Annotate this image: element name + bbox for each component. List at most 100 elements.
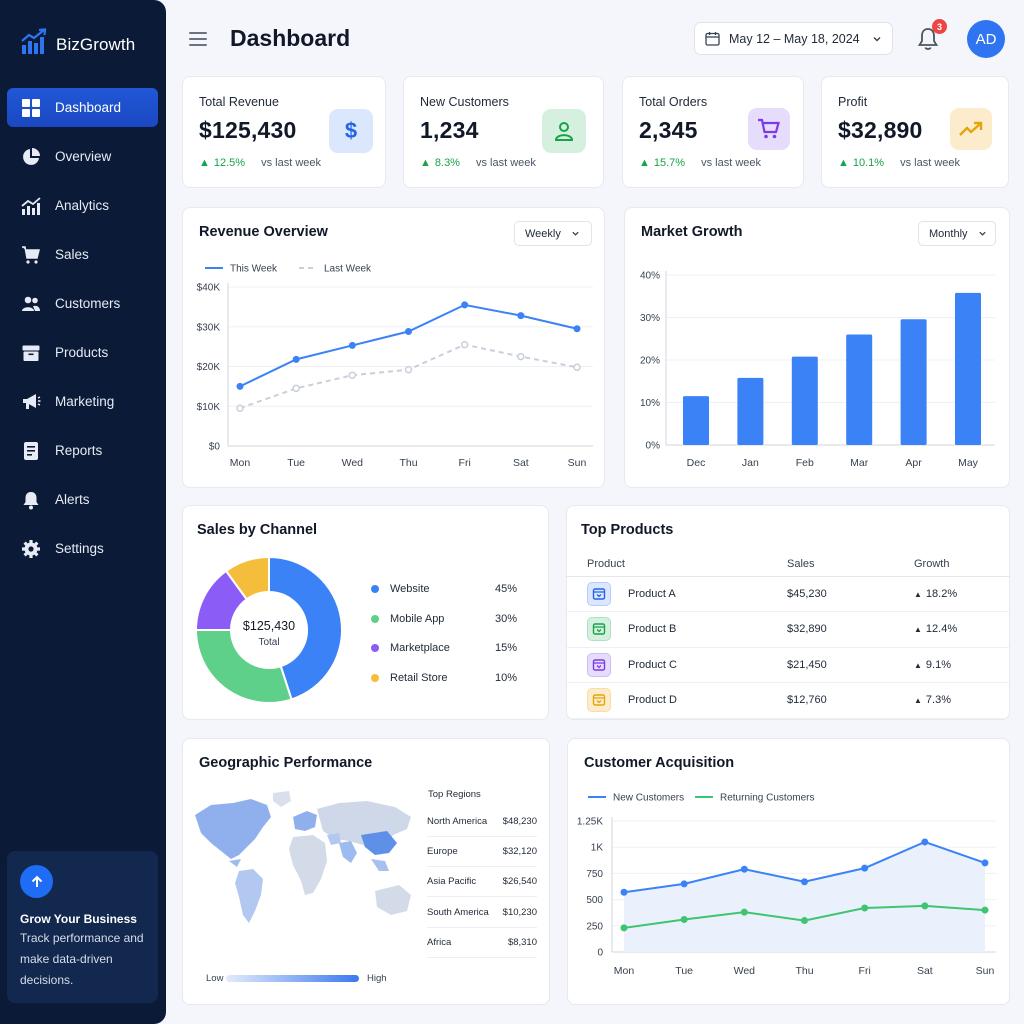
data-point [348,341,356,349]
kpi-value: 1,234 [420,117,479,143]
kpi-label: Total Orders [639,95,708,109]
sidebar-item-overview[interactable]: Overview [7,137,158,176]
legend-dot [371,674,379,683]
card-title: Geographic Performance [199,755,373,771]
product-sales: $45,230 [787,576,914,612]
x-tick-label: Wed [342,457,364,469]
product-name: Product B [628,623,677,636]
region-row[interactable]: Asia Pacific $26,540 [427,867,537,898]
kpi-sub: vs last week [900,157,961,169]
column-header[interactable]: Sales [787,552,914,577]
product-growth-value: 9.1% [925,658,951,671]
sidebar-item-label: Analytics [55,198,110,213]
sidebar-item-label: Products [55,345,109,360]
table-header-row: Product Sales Growth [567,552,1009,577]
hamburger-menu-icon[interactable] [188,30,208,53]
kpi-value: $32,890 [838,117,923,143]
kpi-card-profit: Profit $32,890 ▲ 10.1% vs last week [821,76,1009,188]
legend-label: This Week [230,264,278,275]
revenue-period-select[interactable]: Weekly [514,221,592,246]
column-header[interactable]: Growth [914,552,1009,577]
y-tick-label: $40K [197,283,221,294]
y-tick-label: 30% [640,313,660,324]
legend-label: Retail Store [390,672,448,685]
notifications-bell-icon[interactable] [916,26,940,57]
avatar[interactable]: AD [967,20,1005,58]
region-row[interactable]: North America $48,230 [427,807,537,837]
y-tick-label: 250 [586,921,603,932]
scale-low-label: Low [206,973,224,984]
kpi-change: ▲ 10.1% vs last week [838,157,960,169]
heat-scale-bar [226,975,359,982]
upgrade-button[interactable] [20,865,53,898]
sidebar-item-sales[interactable]: Sales [7,235,158,274]
sidebar-item-alerts[interactable]: Alerts [7,480,158,519]
kpi-value: 2,345 [639,117,698,143]
kpi-card-customers: New Customers 1,234 ▲ 8.3% vs last week [403,76,604,188]
sidebar-item-products[interactable]: Products [7,333,158,372]
donut-center-label: Total [258,637,280,648]
legend-item: Marketplace 15% [371,642,517,654]
x-tick-label: Feb [796,457,814,469]
region-value: $32,120 [502,846,537,858]
product-growth: ▲ 18.2% [914,576,1009,612]
gear-icon [22,539,40,558]
kpi-change: ▲ 12.5% vs last week [199,157,321,169]
legend-label: Last Week [324,264,372,275]
megaphone-icon [23,393,41,409]
market-period-select[interactable]: Monthly [918,221,996,246]
x-tick-label: Fri [859,965,871,977]
sidebar-item-customers[interactable]: Customers [7,284,158,323]
legend-item: Retail Store 10% [371,672,517,684]
column-header[interactable]: Product [567,552,787,577]
legend-value: 45% [494,583,517,595]
data-point [236,382,244,390]
region-row[interactable]: Africa $8,310 [427,928,537,958]
donut-center-value: $125,430 [242,619,296,633]
region-row[interactable]: Europe $32,120 [427,837,537,868]
sidebar-item-settings[interactable]: Settings [7,529,158,568]
market-growth-card: Market Growth Monthly 0% 10% 20% 30% 40% Dec J… [624,207,1010,488]
kpi-card-orders: Total Orders 2,345 ▲ 15.7% vs last week [622,76,804,188]
promo-card: Grow Your Business Track performance and… [7,851,158,1003]
sidebar-item-marketing[interactable]: Marketing [7,382,158,421]
page-title: Dashboard [230,25,351,51]
kpi-change: ▲ 15.7% vs last week [639,157,761,169]
bar [955,292,981,445]
product-sales: $32,890 [787,611,914,648]
sidebar-item-dashboard[interactable]: Dashboard [7,88,158,127]
legend-label: Mobile App [390,612,445,625]
y-tick-label: $30K [197,322,221,333]
product-icon [587,652,611,677]
table-row[interactable]: Product A $45,230 ▲ 18.2% [567,576,1009,612]
product-name: Product A [628,587,676,600]
table-row[interactable]: Product D $12,760 ▲ 7.3% [567,682,1009,719]
sidebar-item-reports[interactable]: Reports [7,431,158,470]
legend-dot [371,614,379,623]
kpi-value: $125,430 [199,117,297,143]
kpi-change-value: 10.1% [852,157,885,169]
legend-item: Mobile App 30% [371,613,517,625]
users-icon [22,296,40,311]
product-sales: $12,760 [787,682,914,719]
data-point [861,864,869,872]
product-growth-value: 12.4% [925,623,958,636]
y-tick-label: 40% [640,271,660,282]
brand[interactable]: BizGrowth [20,28,135,61]
product-icon [587,581,611,606]
x-tick-label: Sun [976,965,995,977]
product-growth-value: 7.3% [925,694,951,707]
table-row[interactable]: Product C $21,450 ▲ 9.1% [567,647,1009,683]
sidebar-item-analytics[interactable]: Analytics [7,186,158,225]
data-point [620,924,628,932]
card-title: Customer Acquisition [584,755,735,771]
promo-title: Grow Your Business [20,912,137,926]
data-point [921,838,929,846]
product-name: Product C [628,658,677,671]
region-row[interactable]: South America $10,230 [427,898,537,928]
x-tick-label: Sat [513,457,529,469]
data-point [740,865,748,873]
date-range-picker[interactable]: May 12 – May 18, 2024 [694,22,893,55]
x-tick-label: Apr [905,457,922,469]
table-row[interactable]: Product B $32,890 ▲ 12.4% [567,611,1009,648]
